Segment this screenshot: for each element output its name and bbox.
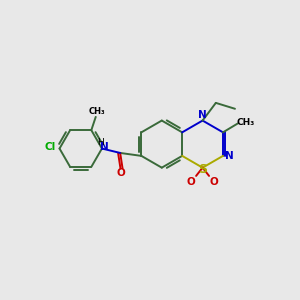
Text: N: N — [225, 151, 234, 161]
Text: S: S — [198, 163, 207, 176]
Text: H: H — [97, 137, 104, 146]
Text: O: O — [210, 177, 219, 187]
Text: O: O — [186, 177, 195, 187]
Text: CH₃: CH₃ — [237, 118, 255, 127]
Text: Cl: Cl — [44, 142, 56, 152]
Text: CH₃: CH₃ — [88, 107, 105, 116]
Text: O: O — [117, 168, 125, 178]
Text: N: N — [100, 142, 109, 152]
Text: N: N — [198, 110, 207, 120]
